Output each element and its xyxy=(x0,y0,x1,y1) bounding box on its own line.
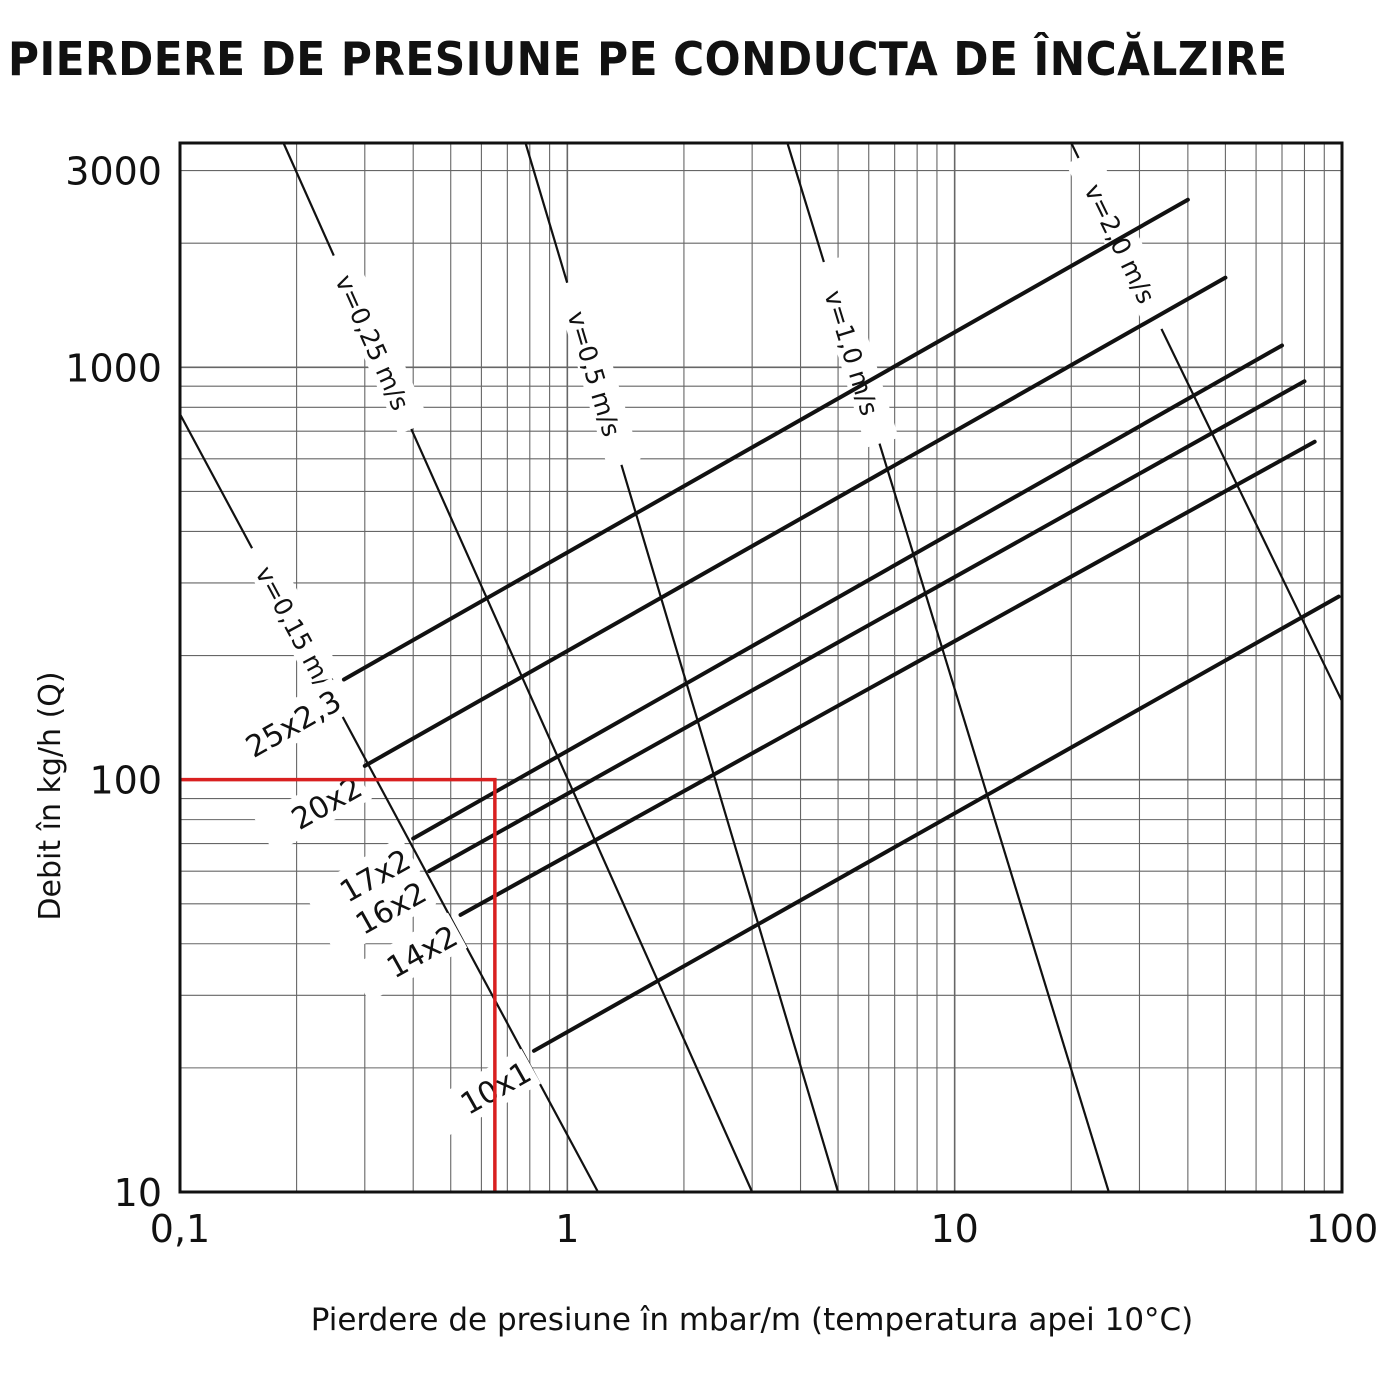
x-tick-label: 10 xyxy=(930,1207,978,1251)
velocity-label: v=0,5 m/s xyxy=(561,308,626,440)
tick-labels: 0,1 1 10 100 10 100 1000 3000 xyxy=(65,150,1378,1251)
x-tick-label: 0,1 xyxy=(150,1207,210,1251)
series-label-group: 10x1 xyxy=(423,1048,541,1139)
y-tick-label: 1000 xyxy=(65,346,162,390)
velocity-label: v=0,25 m/s xyxy=(329,270,415,414)
x-tick-label: 100 xyxy=(1306,1207,1379,1251)
series-line xyxy=(362,275,1228,768)
y-tick-label: 100 xyxy=(89,759,162,803)
series-line xyxy=(341,197,1190,682)
velocity-label-bg xyxy=(239,538,360,723)
x-axis-label: Pierdere de presiune în mbar/m (temperat… xyxy=(311,1302,1194,1338)
series-label-bg xyxy=(254,763,372,854)
series-line xyxy=(427,379,1307,874)
series-label-group: 20x2 xyxy=(254,763,372,854)
velocity-label-bg xyxy=(553,277,641,469)
series-label-bg xyxy=(303,836,421,927)
velocity-label-bg xyxy=(1065,149,1180,336)
series-label-bg xyxy=(233,677,352,768)
velocity-lines: v=0,15 m/sv=0,25 m/s v=0,5 m/s v=1,0 m/sv=… xyxy=(179,142,1343,1193)
series-line xyxy=(531,594,1341,1053)
x-tick-label: 1 xyxy=(555,1207,579,1251)
series-label-group: 25x2,3 xyxy=(233,677,352,768)
series-label-bg xyxy=(423,1048,541,1139)
chart-title: PIERDERE DE PRESIUNE PE CONDUCTA DE ÎNCĂ… xyxy=(8,32,1288,86)
velocity-label: v=1,0 m/s xyxy=(818,287,884,419)
y-axis-label: Debit în kg/h (Q) xyxy=(33,671,68,920)
plot-frame xyxy=(178,141,1344,1194)
series-line xyxy=(458,439,1317,917)
series-line xyxy=(411,343,1285,841)
series-label-bg xyxy=(349,912,468,1002)
velocity-label-bg xyxy=(320,247,430,435)
y-tick-label: 3000 xyxy=(65,150,162,194)
series-label-bg xyxy=(318,869,437,959)
reading-marker xyxy=(180,777,497,1192)
y-tick-label: 10 xyxy=(114,1171,162,1215)
velocity-label-bg xyxy=(810,256,899,448)
reading-marker-line xyxy=(180,777,497,1192)
